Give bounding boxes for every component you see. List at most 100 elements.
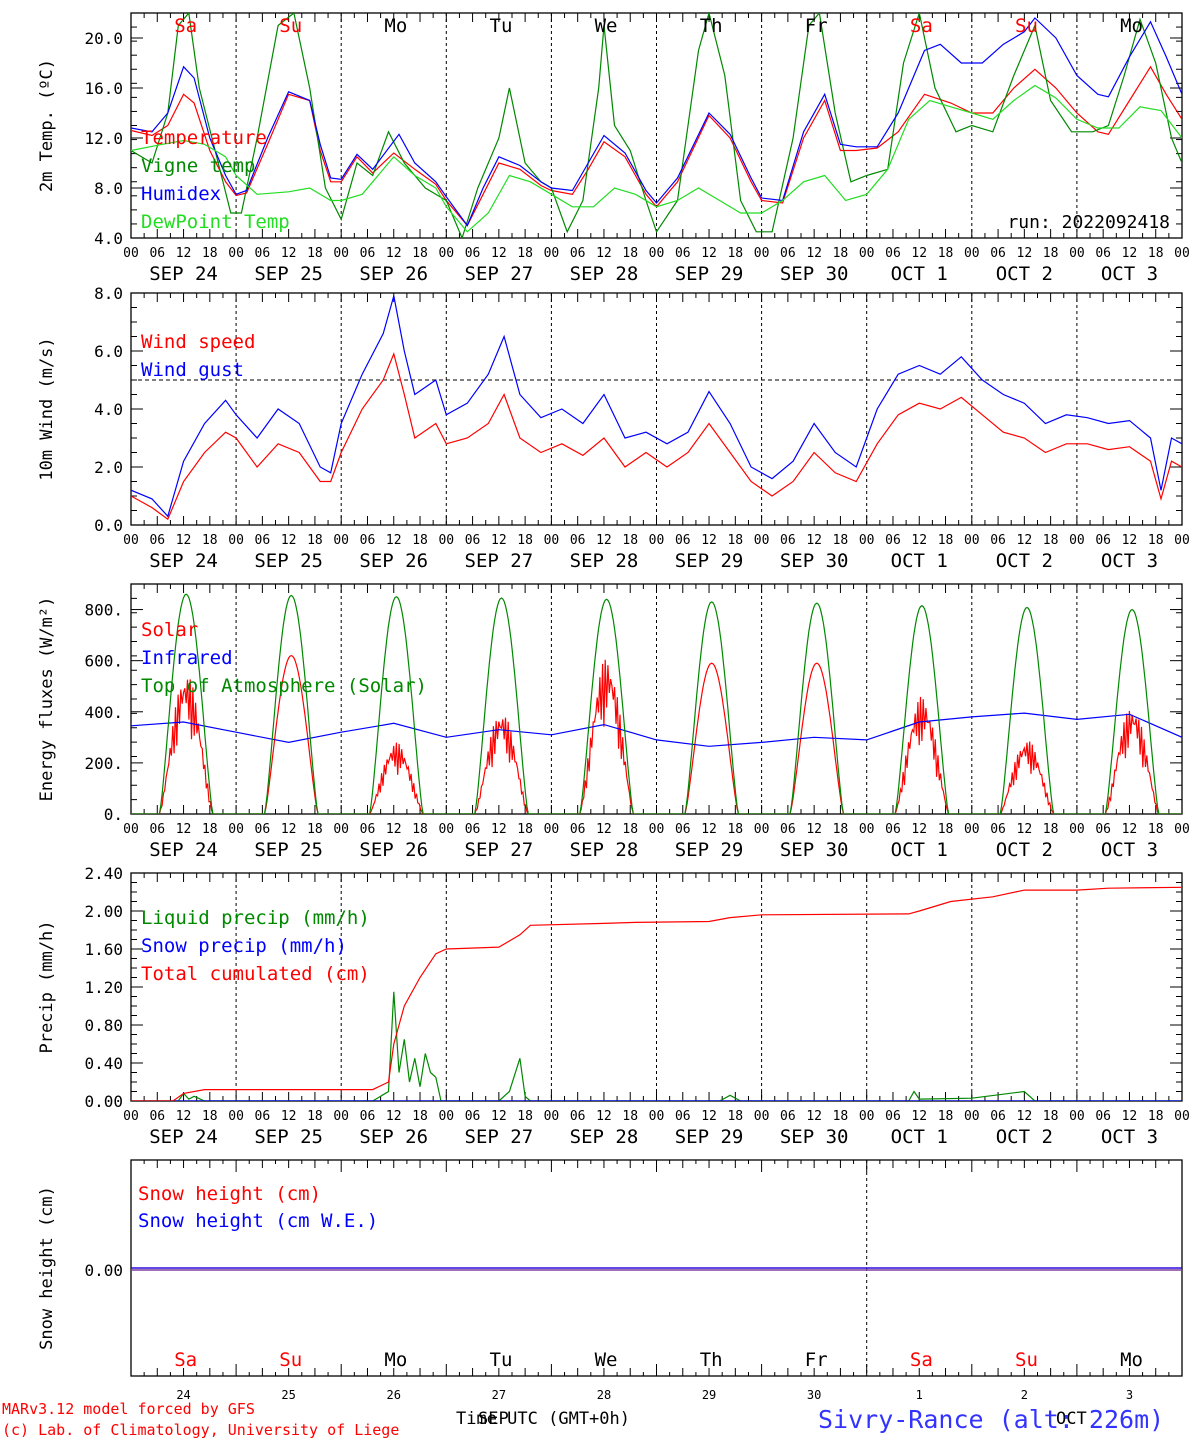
hour-tick-label: 06 bbox=[255, 1109, 271, 1124]
hour-tick-label: 06 bbox=[360, 533, 376, 548]
weekday-label: Sa bbox=[174, 1349, 197, 1371]
date-label: SEP 25 bbox=[254, 263, 323, 285]
hour-tick-label: 18 bbox=[833, 533, 849, 548]
hour-tick-label: 18 bbox=[202, 1109, 218, 1124]
hour-tick-label: 00 bbox=[438, 533, 454, 548]
hour-tick-label: 06 bbox=[149, 246, 165, 261]
hour-tick-label: 18 bbox=[727, 533, 743, 548]
hour-tick-label: 06 bbox=[570, 822, 586, 837]
weekday-label: Mo bbox=[384, 15, 407, 37]
date-label: SEP 26 bbox=[359, 550, 428, 572]
month-sep-label: SEP bbox=[478, 1409, 509, 1429]
hour-tick-label: 18 bbox=[517, 1109, 533, 1124]
y-axis-label: Snow height (cm) bbox=[37, 1186, 57, 1350]
date-label: SEP 28 bbox=[570, 1126, 639, 1148]
legend-entry: Wind gust bbox=[141, 359, 244, 381]
hour-tick-label: 18 bbox=[517, 246, 533, 261]
day-number-label: 29 bbox=[702, 1388, 716, 1402]
hour-tick-label: 00 bbox=[228, 822, 244, 837]
weekday-label: Sa bbox=[910, 1349, 933, 1371]
hour-tick-label: 18 bbox=[727, 1109, 743, 1124]
date-label: OCT 3 bbox=[1101, 550, 1158, 572]
legend-entry: Top of Atmosphere (Solar) bbox=[141, 675, 427, 697]
hour-tick-label: 00 bbox=[964, 533, 980, 548]
date-label: SEP 30 bbox=[780, 1126, 849, 1148]
date-label: SEP 29 bbox=[675, 839, 744, 861]
hour-tick-label: 06 bbox=[990, 246, 1006, 261]
y-tick-label: 0.00 bbox=[84, 1092, 123, 1111]
day-number-label: 3 bbox=[1126, 1388, 1133, 1402]
legend-entry: Snow precip (mm/h) bbox=[141, 935, 347, 957]
series-line bbox=[131, 654, 1182, 814]
legend-entry: Liquid precip (mm/h) bbox=[141, 907, 370, 929]
hour-tick-label: 06 bbox=[570, 246, 586, 261]
hour-tick-label: 18 bbox=[1043, 533, 1059, 548]
y-tick-label: 400. bbox=[84, 703, 123, 722]
y-tick-label: 2.40 bbox=[84, 864, 123, 883]
hour-tick-label: 00 bbox=[1174, 822, 1190, 837]
series-line bbox=[131, 65, 1182, 227]
hour-tick-label: 00 bbox=[1069, 822, 1085, 837]
y-tick-label: 4.0 bbox=[94, 229, 123, 248]
hour-tick-label: 12 bbox=[281, 822, 297, 837]
y-tick-label: 8.0 bbox=[94, 284, 123, 303]
hour-tick-label: 00 bbox=[333, 822, 349, 837]
y-tick-label: 0.40 bbox=[84, 1054, 123, 1073]
date-label: SEP 25 bbox=[254, 550, 323, 572]
hour-tick-label: 18 bbox=[622, 246, 638, 261]
hour-tick-label: 18 bbox=[622, 1109, 638, 1124]
hour-tick-label: 12 bbox=[1017, 1109, 1033, 1124]
hour-tick-label: 12 bbox=[806, 1109, 822, 1124]
date-label: SEP 24 bbox=[149, 839, 218, 861]
day-number-label: 30 bbox=[807, 1388, 821, 1402]
hour-tick-label: 06 bbox=[255, 246, 271, 261]
legend-entry: Vigne temp bbox=[141, 155, 255, 177]
hour-tick-label: 18 bbox=[833, 246, 849, 261]
date-label: OCT 2 bbox=[996, 550, 1053, 572]
hour-tick-label: 06 bbox=[675, 246, 691, 261]
y-tick-label: 16.0 bbox=[84, 79, 123, 98]
footer: MARv3.12 model forced by GFS (c) Lab. of… bbox=[2, 1400, 1164, 1439]
hour-tick-label: 18 bbox=[1148, 533, 1164, 548]
lab-credit: (c) Lab. of Climatology, University of L… bbox=[2, 1421, 399, 1439]
hour-tick-label: 18 bbox=[412, 822, 428, 837]
date-label: SEP 29 bbox=[675, 1126, 744, 1148]
hour-tick-label: 18 bbox=[1148, 822, 1164, 837]
hour-tick-label: 12 bbox=[176, 822, 192, 837]
day-number-label: 24 bbox=[176, 1388, 190, 1402]
day-number-label: 27 bbox=[492, 1388, 506, 1402]
hour-tick-label: 00 bbox=[649, 246, 665, 261]
hour-tick-label: 00 bbox=[754, 1109, 770, 1124]
hour-tick-label: 00 bbox=[649, 1109, 665, 1124]
hour-tick-label: 12 bbox=[911, 533, 927, 548]
hour-tick-label: 18 bbox=[202, 533, 218, 548]
date-label: OCT 2 bbox=[996, 1126, 1053, 1148]
day-number-label: 2 bbox=[1021, 1388, 1028, 1402]
series-line bbox=[131, 886, 1182, 1101]
hour-tick-label: 00 bbox=[544, 822, 560, 837]
date-label: SEP 30 bbox=[780, 263, 849, 285]
hour-tick-label: 18 bbox=[202, 822, 218, 837]
weekday-label: Th bbox=[700, 15, 723, 37]
hour-tick-label: 06 bbox=[360, 1109, 376, 1124]
y-tick-label: 1.20 bbox=[84, 978, 123, 997]
date-label: SEP 30 bbox=[780, 839, 849, 861]
y-tick-label: 1.60 bbox=[84, 940, 123, 959]
date-label: OCT 2 bbox=[996, 263, 1053, 285]
hour-tick-label: 12 bbox=[596, 1109, 612, 1124]
legend-entry: Temperature bbox=[141, 127, 267, 149]
hour-tick-label: 00 bbox=[859, 533, 875, 548]
series-line bbox=[131, 991, 1182, 1101]
hour-tick-label: 18 bbox=[412, 246, 428, 261]
y-tick-label: 0. bbox=[104, 805, 123, 824]
hour-tick-label: 12 bbox=[281, 533, 297, 548]
hour-tick-label: 06 bbox=[885, 533, 901, 548]
y-tick-label: 6.0 bbox=[94, 342, 123, 361]
hour-tick-label: 12 bbox=[1122, 822, 1138, 837]
y-tick-label: 2.0 bbox=[94, 458, 123, 477]
date-label: SEP 29 bbox=[675, 550, 744, 572]
hour-tick-label: 00 bbox=[649, 533, 665, 548]
hour-tick-label: 00 bbox=[228, 246, 244, 261]
date-label: SEP 24 bbox=[149, 263, 218, 285]
date-label: SEP 29 bbox=[675, 263, 744, 285]
